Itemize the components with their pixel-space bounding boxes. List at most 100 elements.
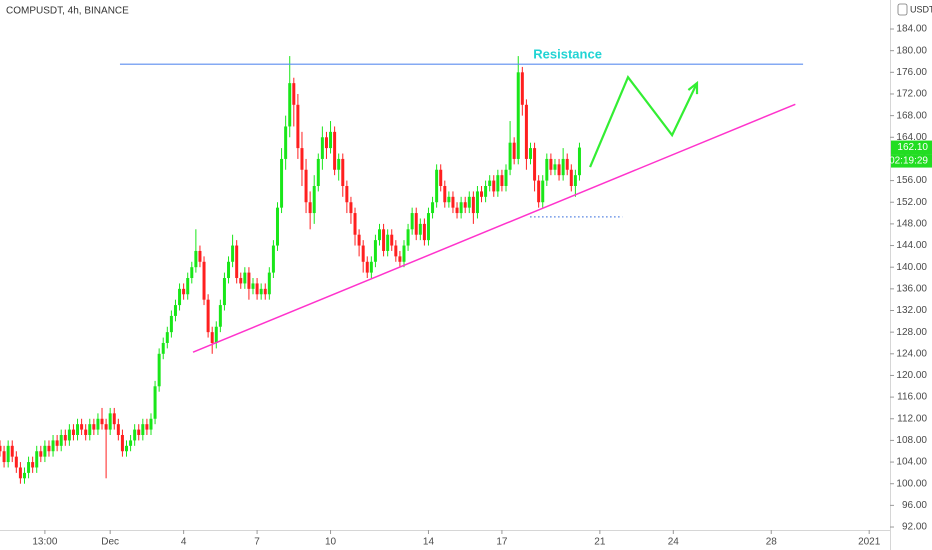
candle-body — [345, 185, 349, 203]
candle-body — [59, 434, 63, 446]
candle-body — [186, 278, 190, 295]
candle-body — [390, 234, 394, 246]
candle-body — [361, 245, 365, 262]
y-tick-label: 100.00 — [896, 478, 927, 489]
candle-body — [235, 245, 239, 279]
y-tick-label: 116.00 — [897, 392, 927, 403]
candle-body — [210, 332, 214, 343]
candle-body — [149, 418, 153, 430]
candle-body — [120, 434, 124, 452]
candle-body — [71, 429, 75, 435]
candle-body — [308, 202, 312, 214]
x-tick-label: 21 — [594, 537, 606, 548]
candle-body — [353, 213, 357, 235]
candle-body — [96, 418, 100, 430]
candle-body — [488, 180, 492, 186]
candle-body — [35, 451, 39, 468]
candle-body — [43, 445, 47, 457]
candle-body — [549, 158, 553, 170]
candle-body — [561, 158, 565, 176]
candle-body — [475, 191, 479, 214]
candle-body — [263, 288, 267, 295]
candle-body — [198, 250, 202, 262]
y-tick-label: 152.00 — [896, 197, 927, 208]
candle-body — [161, 342, 165, 354]
candle-body — [435, 169, 439, 203]
candle-body — [141, 424, 145, 435]
countdown-tag — [891, 154, 932, 168]
candle-body — [239, 278, 243, 284]
candle-body — [206, 299, 210, 333]
candle-body — [443, 185, 447, 203]
candle-body — [27, 462, 31, 473]
candle-body — [0, 445, 2, 452]
y-tick-label: 140.00 — [896, 262, 927, 273]
candle-body — [288, 83, 292, 127]
y-tick-label: 120.00 — [896, 370, 927, 381]
projection-path — [589, 75, 698, 168]
candle-body — [316, 158, 320, 186]
candle-body — [463, 202, 467, 208]
candle-body — [259, 288, 263, 295]
candle-body — [414, 213, 418, 235]
candle-body — [280, 158, 284, 208]
candle-body — [447, 196, 451, 203]
candle-body — [426, 213, 430, 241]
candle-body — [557, 164, 561, 176]
candle-body — [214, 326, 218, 343]
candle-body — [31, 462, 35, 468]
candle-body — [227, 261, 231, 279]
candle-body — [406, 229, 410, 246]
candle-body — [51, 440, 55, 452]
projection-arrowhead — [687, 80, 699, 95]
candle-body — [55, 440, 59, 446]
trend-line — [192, 103, 796, 353]
candle-body — [333, 131, 337, 170]
candle-body — [10, 445, 14, 457]
y-tick-label: 184.00 — [896, 24, 927, 35]
candle-body — [6, 445, 10, 463]
candle-body — [231, 245, 235, 262]
candle-body — [431, 202, 435, 214]
candle-body — [104, 424, 108, 430]
candle-body — [467, 196, 471, 208]
candle-body — [296, 104, 300, 149]
candle-body — [455, 207, 459, 214]
candle-body — [484, 185, 488, 197]
candle-body — [165, 332, 169, 343]
candle-body — [378, 229, 382, 241]
candle-body — [222, 278, 226, 306]
candle-body — [292, 83, 296, 105]
candle-body — [373, 240, 377, 262]
candle-body — [341, 158, 345, 186]
candle-body — [545, 158, 549, 181]
candle-body — [76, 424, 80, 435]
candle-body — [18, 467, 22, 479]
y-tick-label: 172.00 — [896, 89, 927, 100]
candle-body — [133, 429, 137, 441]
candle-body — [349, 202, 353, 214]
candle-body — [398, 256, 402, 262]
candle-body — [300, 148, 304, 170]
candle-body — [512, 142, 516, 159]
candle-body — [88, 424, 92, 435]
y-tick-label: 168.00 — [896, 110, 927, 121]
y-tick-label: 136.00 — [896, 283, 927, 294]
y-tick-label: 124.00 — [896, 348, 927, 359]
y-tick-label: 128.00 — [896, 327, 927, 338]
candle-body — [169, 315, 173, 333]
candle-body — [324, 137, 328, 149]
candle-body — [492, 180, 496, 192]
y-tick-label: 164.00 — [896, 132, 927, 143]
candle-body — [533, 148, 537, 181]
candle-body — [92, 424, 96, 430]
candle-body — [84, 429, 88, 435]
candle-body — [125, 445, 129, 452]
candle-body — [410, 213, 414, 230]
candle-body — [500, 175, 504, 186]
y-tick-label: 104.00 — [896, 457, 927, 468]
y-tick-label: 180.00 — [896, 45, 927, 56]
candle-body — [329, 131, 333, 149]
